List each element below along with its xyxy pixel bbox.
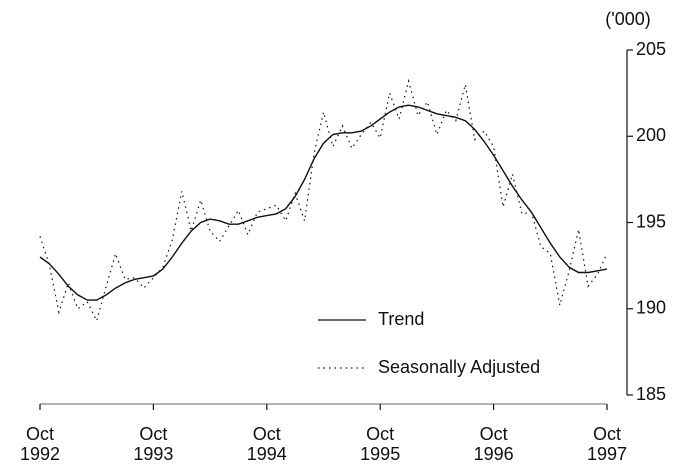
y-tick-label: 205 bbox=[636, 39, 666, 59]
x-tick-label: Oct 1994 bbox=[246, 424, 287, 464]
x-tick-label: Oct 1996 bbox=[473, 424, 514, 464]
y-axis-label: ('000) bbox=[605, 9, 650, 29]
y-tick-label: 185 bbox=[636, 384, 666, 404]
x-tick-label: Oct 1995 bbox=[360, 424, 401, 464]
x-tick-label: Oct 1993 bbox=[133, 424, 174, 464]
y-tick-label: 195 bbox=[636, 211, 666, 231]
series-line bbox=[39, 104, 608, 301]
x-tick-label: Oct 1997 bbox=[586, 424, 628, 464]
legend-label: Trend bbox=[378, 309, 424, 329]
legend-label: Seasonally Adjusted bbox=[378, 357, 540, 377]
x-tick-label: Oct 1992 bbox=[19, 424, 61, 464]
y-tick-label: 190 bbox=[636, 298, 666, 318]
y-tick-label: 200 bbox=[636, 125, 666, 145]
